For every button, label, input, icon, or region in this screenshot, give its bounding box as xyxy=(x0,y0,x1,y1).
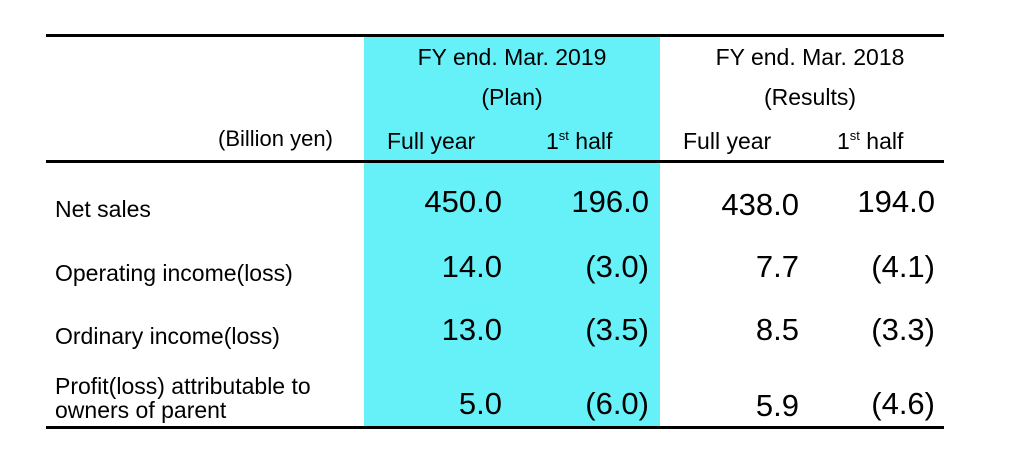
row-label-profit-line1: Profit(loss) attributable to xyxy=(55,373,311,399)
row-label-profit-line2: owners of parent xyxy=(55,397,227,423)
net-sales-results-half: 194.0 xyxy=(857,184,935,219)
operating-income-plan-half: (3.0) xyxy=(585,249,649,284)
plan-period-subtitle: (Plan) xyxy=(481,84,543,110)
row-label-ordinary-income: Ordinary income(loss) xyxy=(55,323,280,349)
plan-period-title: FY end. Mar. 2019 xyxy=(417,44,607,70)
net-sales-plan-half: 196.0 xyxy=(571,184,649,219)
results-first-half-header: 1st half xyxy=(837,128,904,154)
table-bottom-rule xyxy=(46,426,944,429)
plan-first-half-header: 1st half xyxy=(546,128,613,154)
results-period-subtitle: (Results) xyxy=(763,84,856,110)
net-sales-results-full: 438.0 xyxy=(721,187,799,222)
plan-column-highlight xyxy=(364,37,660,427)
profit-results-full: 5.9 xyxy=(755,388,799,423)
header-bottom-rule xyxy=(46,160,944,163)
profit-plan-full: 5.0 xyxy=(458,386,502,421)
results-period-title: FY end. Mar. 2018 xyxy=(715,44,905,70)
profit-results-half: (4.6) xyxy=(871,386,935,421)
ordinary-income-results-half: (3.3) xyxy=(871,312,935,347)
results-full-year-header: Full year xyxy=(683,128,772,154)
ordinary-income-plan-full: 13.0 xyxy=(441,312,502,347)
unit-label: (Billion yen) xyxy=(218,126,333,151)
operating-income-results-full: 7.7 xyxy=(755,249,799,284)
profit-plan-half: (6.0) xyxy=(585,386,649,421)
ordinary-income-results-full: 8.5 xyxy=(755,312,799,347)
net-sales-plan-full: 450.0 xyxy=(424,184,502,219)
plan-full-year-header: Full year xyxy=(387,128,476,154)
operating-income-results-half: (4.1) xyxy=(871,249,935,284)
table-top-rule xyxy=(46,34,944,37)
row-label-operating-income: Operating income(loss) xyxy=(55,260,293,286)
row-label-net-sales: Net sales xyxy=(55,196,151,222)
operating-income-plan-full: 14.0 xyxy=(441,249,502,284)
ordinary-income-plan-half: (3.5) xyxy=(585,312,649,347)
